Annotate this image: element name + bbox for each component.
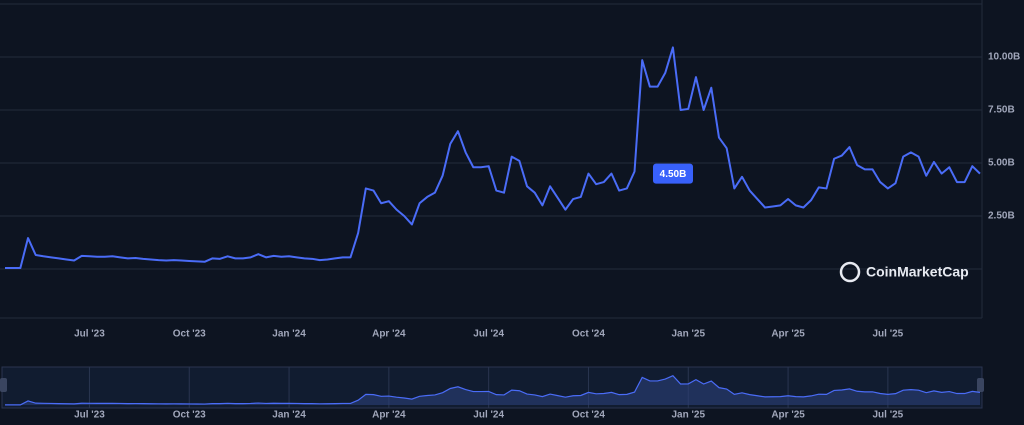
x-tick-label: Oct '23 [173,329,206,340]
navigator-tick-label: Apr '24 [372,410,406,421]
x-tick-label: Apr '25 [771,329,805,340]
navigator-handle-right[interactable] [977,378,984,392]
navigator-tick-label: Apr '25 [771,410,805,421]
navigator-tick-label: Jul '23 [74,410,105,421]
navigator-line [5,375,981,406]
navigator-tick-label: Jul '24 [473,410,504,421]
x-tick-label: Jul '25 [873,329,904,340]
navigator-tick-label: Jan '24 [272,410,306,421]
navigator-handle-left[interactable] [0,378,7,392]
current-value-label: 4.50B [660,169,687,180]
y-tick-label: 2.50B [988,211,1015,222]
x-tick-label: Jan '24 [272,329,306,340]
navigator-area [5,375,980,405]
brand-logo [839,261,861,283]
y-tick-label: 10.00B [988,52,1020,63]
x-tick-label: Apr '24 [372,329,406,340]
y-tick-label: 5.00B [988,158,1015,169]
x-tick-label: Jul '24 [473,329,504,340]
price-line [5,46,981,269]
navigator-tick-label: Jul '25 [873,410,904,421]
x-tick-label: Oct '24 [572,329,605,340]
navigator-tick-label: Oct '23 [173,410,206,421]
navigator-tick-label: Jan '25 [672,410,706,421]
current-value-badge [653,163,693,184]
y-tick-label: 7.50B [988,105,1015,116]
x-tick-label: Jan '25 [672,329,706,340]
navigator-tick-label: Oct '24 [572,410,605,421]
watermark: CoinMarketCap [839,261,969,283]
brand-name: CoinMarketCap [866,264,969,280]
x-tick-label: Jul '23 [74,329,105,340]
